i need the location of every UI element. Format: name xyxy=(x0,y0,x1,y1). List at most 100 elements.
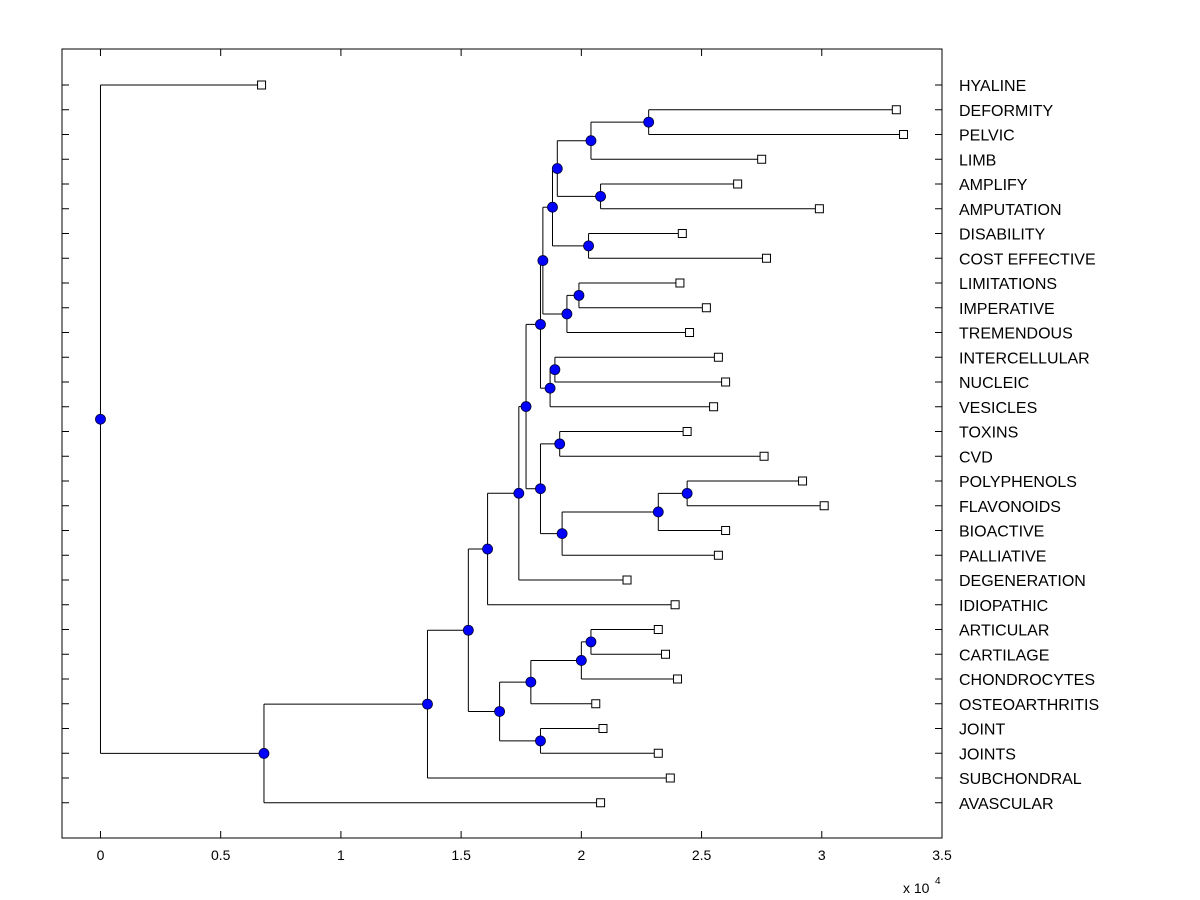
leaf-markers xyxy=(257,80,909,808)
leaf-marker xyxy=(899,130,909,139)
merge-node xyxy=(585,135,597,147)
merge-node xyxy=(643,116,655,128)
x-tick-label: 1.5 xyxy=(451,847,471,863)
leaf-label: CVD xyxy=(959,449,993,466)
leaf-marker xyxy=(713,550,723,560)
leaf-label: DEGENERATION xyxy=(959,573,1086,590)
merge-node xyxy=(535,483,546,495)
merge-node xyxy=(525,676,537,688)
leaf-label: VESICLES xyxy=(959,400,1037,417)
merge-node xyxy=(652,506,664,518)
leaf-marker xyxy=(670,600,680,610)
leaf-label: AMPUTATION xyxy=(959,202,1062,219)
leaf-label: CHONDROCYTES xyxy=(959,672,1095,689)
x-ticks: 0 0.5 1 1.5 2 2.5 3 3.5 xyxy=(97,49,952,863)
leaf-marker xyxy=(660,649,670,659)
leaf-label: COST EFFECTIVE xyxy=(959,251,1096,268)
merge-node xyxy=(551,163,563,174)
leaf-marker xyxy=(721,526,731,535)
merge-node xyxy=(535,735,546,747)
x-tick-label: 2 xyxy=(577,847,585,863)
merge-node xyxy=(95,413,106,425)
leaf-marker xyxy=(596,798,606,808)
leaf-marker xyxy=(761,253,771,263)
leaf-marker xyxy=(814,204,824,214)
merge-node xyxy=(482,543,493,555)
x-scale-label: x 10 xyxy=(903,880,930,896)
leaf-label: OSTEOARTHRITIS xyxy=(959,697,1099,714)
leaf-marker xyxy=(759,451,769,461)
merge-node xyxy=(573,289,585,301)
leaf-marker xyxy=(721,377,731,387)
leaf-label: TOXINS xyxy=(959,425,1018,442)
x-tick-label: 1 xyxy=(337,847,345,863)
leaf-marker xyxy=(653,748,663,758)
leaf-label: POLYPHENOLS xyxy=(959,474,1077,491)
leaf-label: DEFORMITY xyxy=(959,103,1054,120)
leaf-label: CARTILAGE xyxy=(959,647,1049,664)
leaf-label: FLAVONOIDS xyxy=(959,499,1061,516)
leaf-marker xyxy=(673,674,683,684)
leaf-label: ARTICULAR xyxy=(959,623,1049,640)
leaf-marker xyxy=(653,625,663,634)
leaf-label: IDIOPATHIC xyxy=(959,598,1048,615)
x-tick-label: 2.5 xyxy=(692,847,712,863)
leaf-label: PALLIATIVE xyxy=(959,548,1046,565)
plot-area xyxy=(61,48,943,839)
leaf-label: INTERCELLULAR xyxy=(959,350,1090,367)
x-tick-label: 3 xyxy=(818,847,826,863)
leaf-marker xyxy=(665,773,675,783)
merge-node xyxy=(595,190,606,202)
leaf-label: BIOACTIVE xyxy=(959,524,1044,541)
leaf-marker xyxy=(675,278,685,288)
leaf-marker xyxy=(701,303,711,313)
leaf-marker xyxy=(819,501,829,511)
merge-node xyxy=(462,624,474,636)
leaf-label: PELVIC xyxy=(959,128,1015,145)
leaf-label: NUCLEIC xyxy=(959,375,1029,392)
leaf-marker xyxy=(682,427,692,436)
x-tick-label: 3.5 xyxy=(932,847,952,863)
leaf-label: JOINTS xyxy=(959,746,1016,763)
leaf-marker xyxy=(685,328,695,337)
merge-node xyxy=(544,382,556,394)
leaf-label: AVASCULAR xyxy=(959,796,1054,813)
merge-node xyxy=(561,308,573,320)
merge-node xyxy=(513,487,525,499)
leaf-marker xyxy=(709,402,719,412)
merge-nodes xyxy=(95,116,693,759)
leaf-marker xyxy=(257,80,267,90)
merge-node xyxy=(554,438,566,450)
leaf-label: DISABILITY xyxy=(959,227,1046,244)
leaf-label: TREMENDOUS xyxy=(959,326,1073,343)
merge-node xyxy=(547,201,558,213)
leaf-marker xyxy=(598,724,608,733)
merge-node xyxy=(258,748,270,759)
merge-node xyxy=(556,528,568,539)
leaf-marker xyxy=(733,179,743,189)
merge-node xyxy=(494,706,505,717)
merge-node xyxy=(583,240,594,252)
merge-node xyxy=(549,364,561,376)
leaf-label: AMPLIFY xyxy=(959,177,1028,194)
leaf-marker xyxy=(591,699,601,709)
merge-node xyxy=(520,401,532,412)
leaf-label: IMPERATIVE xyxy=(959,301,1055,318)
leaf-marker xyxy=(677,229,687,238)
leaf-marker xyxy=(713,352,723,362)
leaf-marker xyxy=(757,154,767,164)
leaf-label: LIMB xyxy=(959,152,996,169)
x-scale-exponent: 4 xyxy=(935,876,941,887)
leaf-marker xyxy=(622,575,632,585)
leaf-labels: HYALINE DEFORMITY PELVIC LIMB AMPLIFY AMPUTAT… xyxy=(959,78,1099,813)
leaf-label: SUBCHONDRAL xyxy=(959,771,1082,788)
x-tick-label: 0 xyxy=(97,847,105,863)
merge-node xyxy=(535,318,546,330)
merge-node xyxy=(585,636,597,648)
merge-node xyxy=(681,487,693,499)
leaf-label: JOINT xyxy=(959,722,1005,739)
merge-node xyxy=(575,655,587,666)
x-tick-label: 0.5 xyxy=(211,847,231,863)
leaf-label: HYALINE xyxy=(959,78,1026,95)
